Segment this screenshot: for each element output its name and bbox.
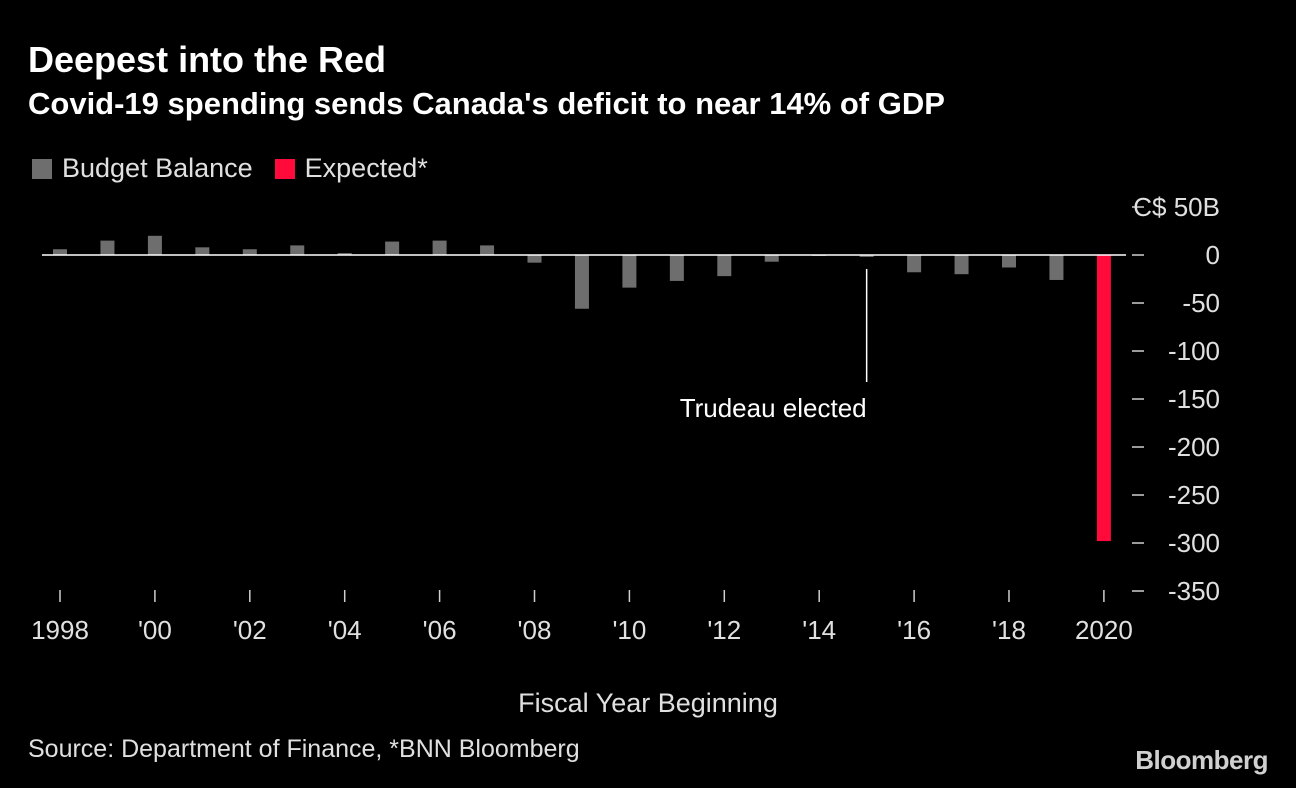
- bar-budget-balance-2001: [195, 247, 210, 255]
- y-tick-label-7: -300: [1168, 528, 1220, 558]
- x-tick-label-4: '06: [423, 615, 457, 645]
- legend-item-expected: Expected*: [274, 153, 428, 184]
- x-tick-label-7: '12: [707, 615, 741, 645]
- bar-budget-balance-2006: [432, 240, 447, 255]
- bar-budget-balance-2018: [1002, 255, 1016, 268]
- bar-budget-balance-2019: [1049, 255, 1064, 280]
- x-tick-label-11: 2020: [1075, 615, 1133, 645]
- bar-budget-balance-1998: [53, 249, 67, 255]
- bar-budget-balance-2004: [337, 253, 352, 255]
- x-tick-label-8: '14: [802, 615, 836, 645]
- x-tick-label-10: '18: [992, 615, 1026, 645]
- bar-budget-balance-2011: [669, 255, 684, 281]
- y-tick-label-5: -200: [1168, 432, 1220, 462]
- bloomberg-logo: Bloomberg: [1135, 745, 1268, 775]
- y-tick-label-4: -150: [1168, 384, 1220, 414]
- bar-budget-balance-2017: [954, 255, 969, 275]
- y-tick-label-1: 0: [1206, 240, 1220, 270]
- x-tick-label-0: 1998: [31, 615, 89, 645]
- bar-expected-2020: [1096, 255, 1111, 542]
- bar-budget-balance-2002: [242, 249, 257, 255]
- legend-label-budget-balance: Budget Balance: [62, 153, 253, 183]
- y-tick-label-3: -100: [1168, 336, 1220, 366]
- legend-label-expected: Expected*: [304, 153, 428, 183]
- bar-budget-balance-2005: [385, 241, 400, 255]
- legend-swatch-expected: [274, 158, 295, 179]
- chart-title: Deepest into the Red: [28, 39, 387, 80]
- x-tick-label-9: '16: [897, 615, 931, 645]
- bar-budget-balance-2013: [764, 255, 779, 262]
- y-tick-label-0: C$ 50B: [1133, 192, 1220, 222]
- bar-budget-balance-2003: [290, 245, 305, 255]
- x-tick-label-6: '10: [612, 615, 646, 645]
- bar-budget-balance-2009: [574, 255, 589, 309]
- y-tick-label-8: -350: [1168, 576, 1220, 606]
- bar-budget-balance-2008: [527, 255, 542, 263]
- x-tick-label-5: '08: [518, 615, 552, 645]
- y-tick-label-6: -250: [1168, 480, 1220, 510]
- bar-budget-balance-2015: [859, 255, 874, 257]
- bar-budget-balance-1999: [100, 240, 115, 255]
- bar-budget-balance-2016: [907, 255, 922, 273]
- y-tick-label-2: -50: [1182, 288, 1220, 318]
- annotation-label-0: Trudeau elected: [680, 393, 867, 423]
- legend-item-budget-balance: Budget Balance: [32, 153, 253, 184]
- legend-swatch-budget-balance: [32, 158, 52, 179]
- bar-budget-balance-2010: [622, 255, 637, 288]
- bar-budget-balance-2007: [480, 245, 495, 255]
- x-tick-label-1: '00: [138, 615, 172, 645]
- x-axis-title: Fiscal Year Beginning: [518, 688, 778, 718]
- chart-subtitle: Covid-19 spending sends Canada's deficit…: [28, 86, 945, 121]
- x-tick-label-3: '04: [328, 615, 362, 645]
- bar-budget-balance-2012: [717, 255, 732, 277]
- x-tick-label-2: '02: [233, 615, 267, 645]
- bar-budget-balance-2000: [147, 235, 162, 255]
- source-note: Source: Department of Finance, *BNN Bloo…: [28, 735, 580, 763]
- legend: Budget Balance Expected*: [32, 153, 450, 184]
